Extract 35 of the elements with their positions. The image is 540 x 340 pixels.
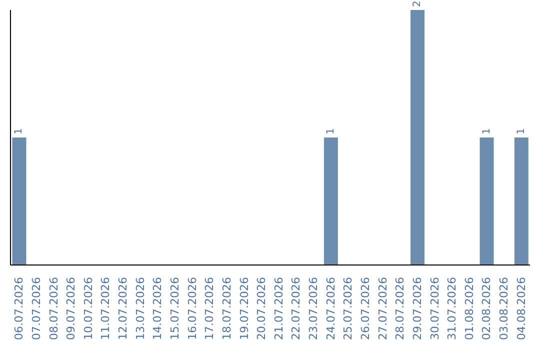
x-tick-label: 19.07.2026 (238, 277, 251, 340)
x-tick-label: 07.07.2026 (30, 277, 43, 340)
x-tick-label: 13.07.2026 (134, 277, 147, 340)
x-tick-label: 25.07.2026 (342, 277, 355, 340)
data-label: 2 (412, 0, 424, 7)
x-tick-label: 20.07.2026 (255, 277, 268, 340)
x-tick-label: 12.07.2026 (116, 277, 130, 340)
x-tick-label: 21.07.2026 (272, 277, 286, 340)
x-tick-label: 29.07.2026 (410, 277, 424, 340)
x-tick-label: 18.07.2026 (220, 277, 234, 340)
x-tick-label: 15.07.2026 (168, 277, 182, 340)
x-tick-label: 26.07.2026 (358, 277, 372, 340)
x-tick-label: 11.07.2026 (99, 277, 112, 340)
x-tick-label: 17.07.2026 (203, 277, 216, 340)
x-tick-label: 02.08.2026 (480, 277, 494, 340)
data-label: 1 (14, 128, 25, 134)
data-label: 1 (481, 128, 492, 134)
x-tick-label: 23.07.2026 (307, 277, 320, 340)
x-tick-label: 24.07.2026 (324, 277, 338, 340)
x-tick-label: 09.07.2026 (64, 277, 78, 340)
x-tick-label: 03.08.2026 (498, 277, 511, 340)
x-tick-label: 06.07.2026 (12, 277, 26, 340)
x-tick-label: 27.07.2026 (376, 277, 390, 340)
x-tick-label: 01.08.2026 (462, 277, 476, 340)
x-tick-label: 10.07.2026 (82, 277, 95, 340)
x-tick-label: 16.07.2026 (186, 277, 199, 340)
data-label: 1 (516, 128, 527, 134)
x-tick-label: 22.07.2026 (290, 277, 303, 340)
x-tick-label: 31.07.2026 (446, 277, 459, 340)
x-tick-label: 04.08.2026 (514, 277, 528, 340)
x-tick-label: 08.07.2026 (47, 277, 60, 340)
x-tick-label: 14.07.2026 (151, 277, 164, 340)
data-label: 1 (325, 128, 336, 134)
x-tick-label: 28.07.2026 (394, 277, 407, 340)
x-tick-label: 30.07.2026 (428, 277, 442, 340)
